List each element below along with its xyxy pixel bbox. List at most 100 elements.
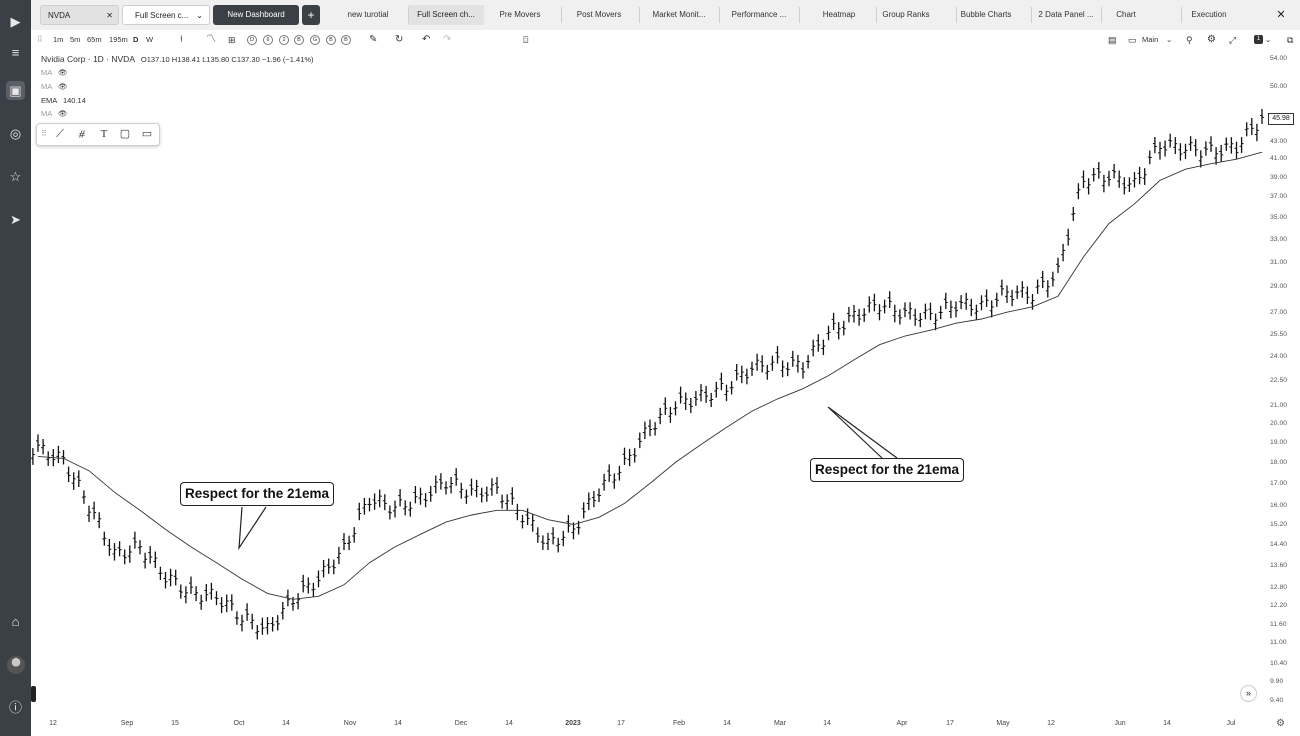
info-icon[interactable]: ⓘ (8, 700, 22, 715)
redo-icon[interactable]: ↷ (443, 34, 452, 45)
x-tick: 17 (946, 720, 954, 727)
y-tick: 16.00 (1270, 502, 1288, 509)
legend-title: Nvidia Corp · 1D · NVDA O137.10 H138.41 … (41, 54, 314, 64)
layout-toggle-icon[interactable]: ▤ (1108, 35, 1117, 45)
tab-item[interactable]: new turotial (347, 10, 389, 19)
gear-icon[interactable]: ⚙ (1207, 34, 1216, 45)
ema-label: EMA (41, 96, 57, 105)
drag-handle-icon[interactable]: ⠿ (37, 35, 43, 44)
grid-icon[interactable]: ⊞ (228, 35, 236, 45)
ma-legend-2[interactable]: MA 👁 (41, 82, 67, 91)
d-circle-button[interactable]: D (247, 35, 257, 45)
folder-icon[interactable]: ▭ (1128, 35, 1137, 45)
new-dashboard-button[interactable]: New Dashboard (213, 5, 299, 25)
layout-icon[interactable]: ▣ (6, 81, 25, 100)
y-tick: 21.00 (1270, 402, 1288, 409)
y-tick: 9.40 (1270, 697, 1284, 704)
annotation-callout-right[interactable]: Respect for the 21ema (810, 458, 965, 482)
b-circle-button[interactable]: B (294, 35, 304, 45)
tab-item[interactable]: Execution (1191, 10, 1227, 19)
eye-hidden-icon[interactable]: 👁 (57, 68, 68, 77)
ma-label: MA (41, 109, 52, 118)
2-circle-button[interactable]: 2 (279, 35, 289, 45)
tab-item[interactable]: Pre Movers (499, 10, 541, 19)
chevron-down-icon[interactable]: ⌄ (1166, 35, 1173, 44)
collapse-handle[interactable] (31, 686, 36, 702)
tab-item[interactable]: Market Monit... (652, 10, 706, 19)
close-window-icon[interactable]: ✕ (1276, 9, 1286, 21)
interval-65m[interactable]: 65m (87, 35, 102, 44)
x-tick: 17 (617, 720, 625, 727)
camera-icon[interactable]: ⌼ (523, 35, 529, 45)
annotation-callout-left[interactable]: Respect for the 21ema (180, 482, 335, 506)
y-tick: 31.00 (1270, 259, 1288, 266)
avatar[interactable] (7, 656, 25, 674)
bar-type-icon[interactable]: ⫮ (180, 34, 183, 45)
y-tick: 54.00 (1270, 55, 1288, 62)
callout-tool-icon[interactable]: ▭ (141, 128, 153, 140)
interval-w[interactable]: W (146, 35, 154, 44)
interval-1m[interactable]: 1m (53, 35, 64, 44)
cursor-icon[interactable]: ➤ (10, 211, 21, 227)
menu-icon[interactable]: ≡ (11, 45, 20, 60)
tab-item[interactable]: Post Movers (576, 10, 622, 19)
tab-item[interactable]: 2 Data Panel ... (1038, 10, 1094, 19)
x-tick: Mar (773, 720, 787, 727)
scroll-to-latest-button[interactable]: » (1240, 685, 1257, 702)
chart-area[interactable] (31, 50, 1300, 736)
x-tick: Nov (343, 720, 357, 727)
eye-hidden-icon[interactable]: 👁 (57, 82, 68, 91)
tab-item[interactable]: Heatmap (822, 10, 856, 19)
indicators-icon[interactable]: 〽 (206, 34, 216, 45)
x-tick: Dec (454, 720, 468, 727)
x-tick: Apr (896, 720, 908, 727)
star-icon[interactable]: ☆ (9, 168, 22, 184)
add-tab-button[interactable]: + (302, 5, 320, 25)
tab-layout-select[interactable]: Full Screen c... ⌄ (122, 5, 210, 25)
trend-line-icon[interactable]: ⟋ (56, 128, 64, 140)
expand-icon[interactable]: ⤢ (1229, 35, 1237, 45)
b-circle-button[interactable]: B (326, 35, 336, 45)
tab-item-active[interactable]: Full Screen ch... (408, 5, 484, 25)
y-tick: 17.00 (1270, 480, 1288, 487)
interval-195m[interactable]: 195m (109, 35, 128, 44)
pencil-icon[interactable]: ✎ (369, 34, 378, 45)
radar-icon[interactable]: ◎ (9, 125, 22, 141)
channel-icon[interactable]: ⧣ (78, 128, 86, 140)
y-tick: 19.00 (1270, 439, 1288, 446)
rectangle-tool-icon[interactable]: ▢ (119, 128, 131, 140)
y-tick: 12.20 (1270, 602, 1288, 609)
window-icon[interactable]: ⧉ (1287, 35, 1294, 45)
y-tick: 24.00 (1270, 353, 1288, 360)
eye-hidden-icon[interactable]: 👁 (57, 109, 68, 118)
price-chart[interactable] (31, 50, 1300, 736)
refresh-icon[interactable]: ↻ (395, 34, 404, 45)
text-tool-icon[interactable]: T (100, 128, 108, 140)
education-icon[interactable]: ⌂ (11, 614, 20, 629)
b-circle-button[interactable]: B (341, 35, 351, 45)
interval-5m[interactable]: 5m (70, 35, 81, 44)
layout-count-badge[interactable]: 1 (1254, 35, 1263, 44)
chevron-down-icon[interactable]: ⌄ (1265, 35, 1272, 44)
drag-handle-icon[interactable]: ⠿ (41, 129, 47, 138)
interval-d[interactable]: D (133, 35, 139, 44)
main-label[interactable]: Main (1142, 35, 1159, 44)
y-tick: 12.80 (1270, 584, 1288, 591)
play-logo-icon[interactable]: ▶ (10, 13, 21, 29)
tab-item[interactable]: Performance ... (731, 10, 787, 19)
axis-settings-icon[interactable]: ⚙ (1276, 718, 1285, 729)
tab-symbol[interactable]: NVDA ✕ (40, 5, 119, 25)
x-tick: 12 (49, 720, 57, 727)
undo-icon[interactable]: ↶ (422, 34, 431, 45)
tab-item[interactable]: Bubble Charts (960, 10, 1012, 19)
tab-item[interactable]: Group Ranks (882, 10, 930, 19)
y-tick: 11.00 (1270, 639, 1287, 646)
ma-legend-3[interactable]: MA 👁 (41, 109, 67, 118)
g-circle-button[interactable]: G (310, 35, 320, 45)
tab-item[interactable]: Chart (1116, 10, 1136, 19)
close-icon[interactable]: ✕ (106, 11, 113, 20)
ma-legend-1[interactable]: MA 👁 (41, 68, 67, 77)
6-circle-button[interactable]: 6 (263, 35, 273, 45)
alert-icon[interactable]: ⚲ (1186, 35, 1193, 45)
ema-legend[interactable]: EMA 140.14 (41, 96, 86, 105)
